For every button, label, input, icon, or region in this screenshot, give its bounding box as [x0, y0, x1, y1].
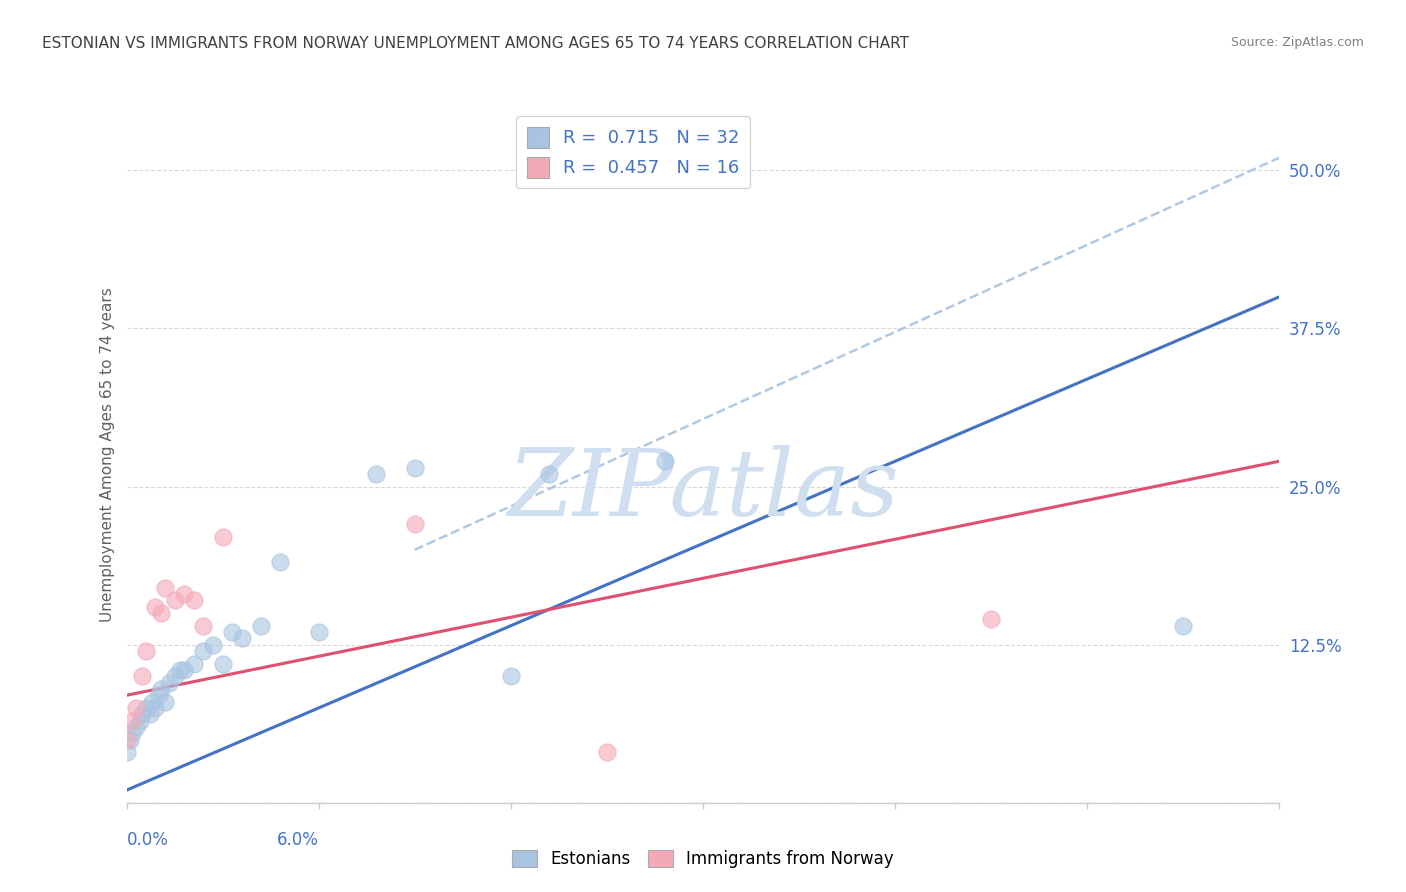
Point — [129, 714, 152, 728]
Point — [125, 701, 148, 715]
Point — [202, 638, 225, 652]
Point — [250, 618, 273, 632]
Point — [135, 701, 157, 715]
Point — [308, 625, 330, 640]
Point — [148, 688, 170, 702]
Point — [169, 663, 191, 677]
Point — [163, 669, 186, 683]
Point — [183, 657, 205, 671]
Point — [145, 599, 166, 614]
Point — [269, 556, 291, 570]
Point — [183, 593, 205, 607]
Text: Source: ZipAtlas.com: Source: ZipAtlas.com — [1230, 36, 1364, 49]
Point — [654, 454, 676, 468]
Point — [980, 612, 1002, 626]
Point — [121, 726, 143, 740]
Point — [404, 460, 426, 475]
Point — [131, 707, 153, 722]
Text: ESTONIAN VS IMMIGRANTS FROM NORWAY UNEMPLOYMENT AMONG AGES 65 TO 74 YEARS CORREL: ESTONIAN VS IMMIGRANTS FROM NORWAY UNEMP… — [42, 36, 910, 51]
Point — [173, 587, 195, 601]
Point — [138, 707, 160, 722]
Text: 6.0%: 6.0% — [277, 830, 319, 848]
Point — [120, 732, 142, 747]
Point — [157, 675, 180, 690]
Point — [499, 669, 522, 683]
Point — [366, 467, 388, 481]
Point — [150, 681, 173, 696]
Point — [193, 644, 215, 658]
Point — [131, 669, 153, 683]
Point — [115, 732, 138, 747]
Text: ZIPatlas: ZIPatlas — [508, 445, 898, 534]
Legend: Estonians, Immigrants from Norway: Estonians, Immigrants from Norway — [506, 843, 900, 875]
Point — [221, 625, 243, 640]
Point — [141, 695, 163, 709]
Y-axis label: Unemployment Among Ages 65 to 74 years: Unemployment Among Ages 65 to 74 years — [100, 287, 115, 623]
Point — [163, 593, 186, 607]
Text: 0.0%: 0.0% — [127, 830, 169, 848]
Point — [115, 745, 138, 759]
Point — [1173, 618, 1195, 632]
Point — [596, 745, 619, 759]
Point — [231, 632, 253, 646]
Point — [173, 663, 195, 677]
Point — [211, 530, 233, 544]
Point — [125, 720, 148, 734]
Point — [145, 701, 166, 715]
Point — [153, 581, 176, 595]
Legend: R =  0.715   N = 32, R =  0.457   N = 16: R = 0.715 N = 32, R = 0.457 N = 16 — [516, 116, 751, 188]
Point — [153, 695, 176, 709]
Point — [121, 714, 143, 728]
Point — [538, 467, 561, 481]
Point — [193, 618, 215, 632]
Point — [150, 606, 173, 620]
Point — [211, 657, 233, 671]
Point — [404, 517, 426, 532]
Point — [135, 644, 157, 658]
